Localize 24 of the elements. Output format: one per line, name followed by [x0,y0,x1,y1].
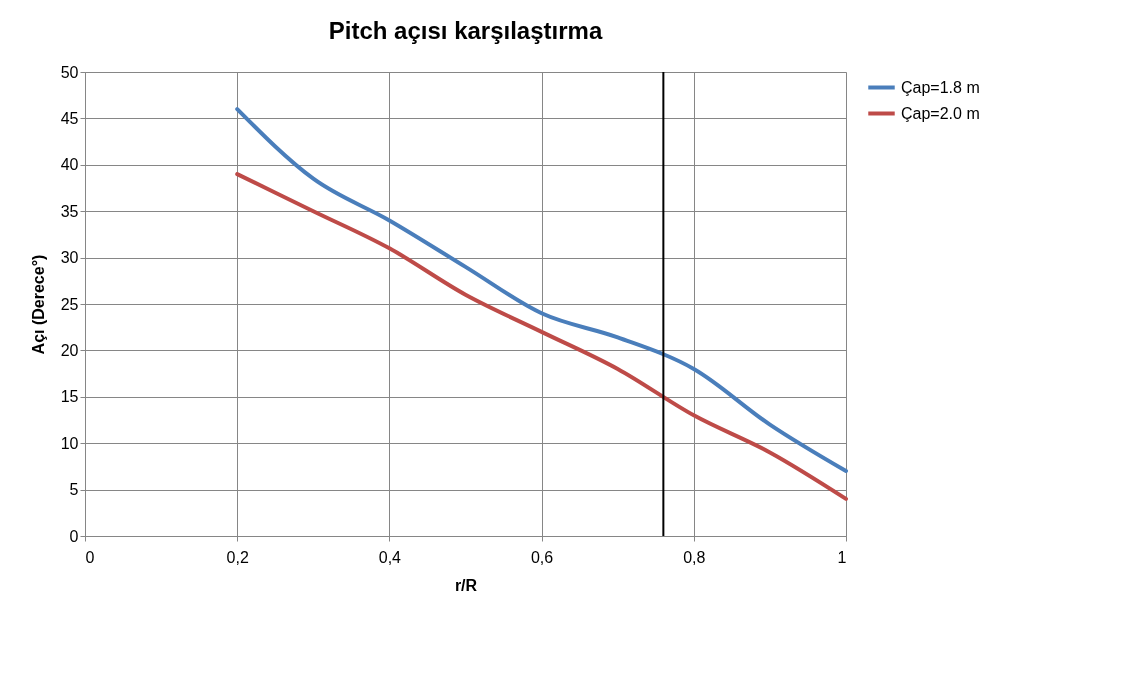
x-tick-label: 0,6 [530,548,554,566]
x-tick-label: 1 [837,548,847,566]
x-tick-label: 0,8 [683,548,706,566]
y-tick-label: 20 [60,341,79,359]
y-tick-label: 50 [60,63,79,81]
y-tick-label: 0 [69,527,79,545]
legend-label: Çap=1.8 m [901,78,980,96]
y-tick-label: 10 [60,434,79,452]
x-axis-title: r/R [454,576,478,594]
x-tick-label: 0,2 [226,548,249,566]
chart-title: Pitch açısı karşılaştırma [328,17,603,44]
legend-label: Çap=2.0 m [901,104,980,122]
y-axis-title: Açı (Derece°) [29,254,47,355]
line-series [235,172,848,501]
x-tick-label: 0 [85,548,95,566]
y-tick-label: 45 [60,109,79,127]
y-tick-label: 35 [60,202,79,220]
line-series [235,107,848,474]
y-tick-label: 25 [60,295,79,313]
y-tick-label: 30 [60,249,79,267]
y-tick-label: 40 [60,156,79,174]
y-tick-label: 15 [60,388,79,406]
y-tick-label: 5 [69,481,79,499]
x-tick-label: 0,4 [378,548,402,566]
